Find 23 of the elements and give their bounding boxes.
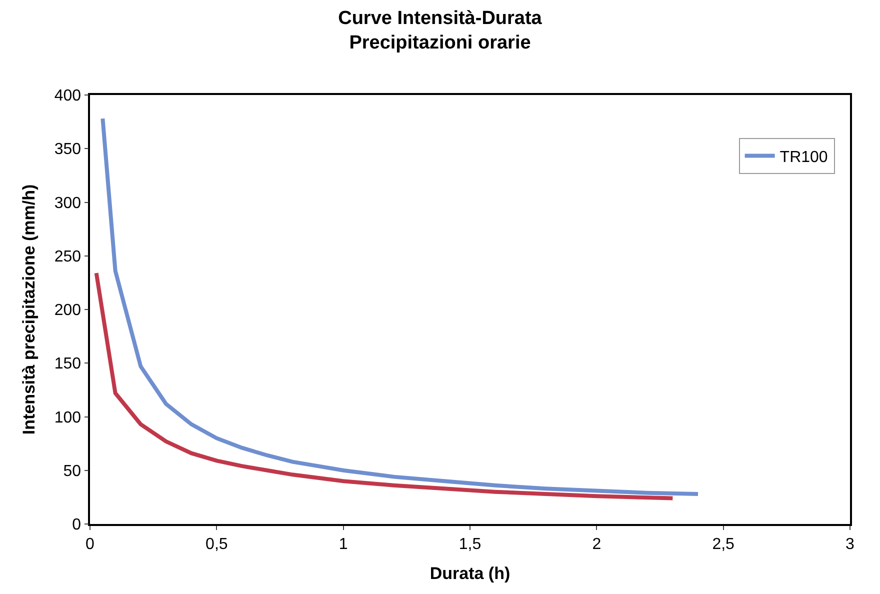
line-series (94, 271, 675, 500)
x-tick-label: 1 (338, 536, 348, 553)
x-axis-title: Durata (h) (430, 564, 510, 583)
line-series (100, 116, 700, 496)
y-tick-label: 350 (54, 141, 82, 158)
y-tick-label: 300 (54, 194, 82, 212)
x-tick-label: 2 (592, 536, 602, 553)
y-tick-label: 250 (54, 248, 82, 266)
x-tick-label: 1,5 (458, 536, 482, 553)
y-tick-label: 0 (72, 516, 82, 534)
x-tick-label: 0,5 (206, 536, 228, 553)
y-tick-label: 200 (54, 302, 82, 320)
legend-label: TR100 (780, 149, 828, 166)
chart-subtitle: Precipitazioni orarie (349, 32, 531, 54)
x-tick-label: 0 (86, 536, 95, 553)
x-tick-label: 2,5 (712, 536, 735, 553)
y-tick-label: 150 (54, 356, 82, 373)
x-tick-label: 3 (846, 536, 855, 553)
chart-title: Curve Intensità-Durata (338, 8, 542, 29)
y-tick-label: 50 (63, 462, 82, 480)
y-tick-label: 400 (54, 88, 82, 105)
y-axis-title: Intensità precipitazione (mm/h) (19, 184, 38, 435)
y-tick-label: 100 (54, 409, 82, 426)
